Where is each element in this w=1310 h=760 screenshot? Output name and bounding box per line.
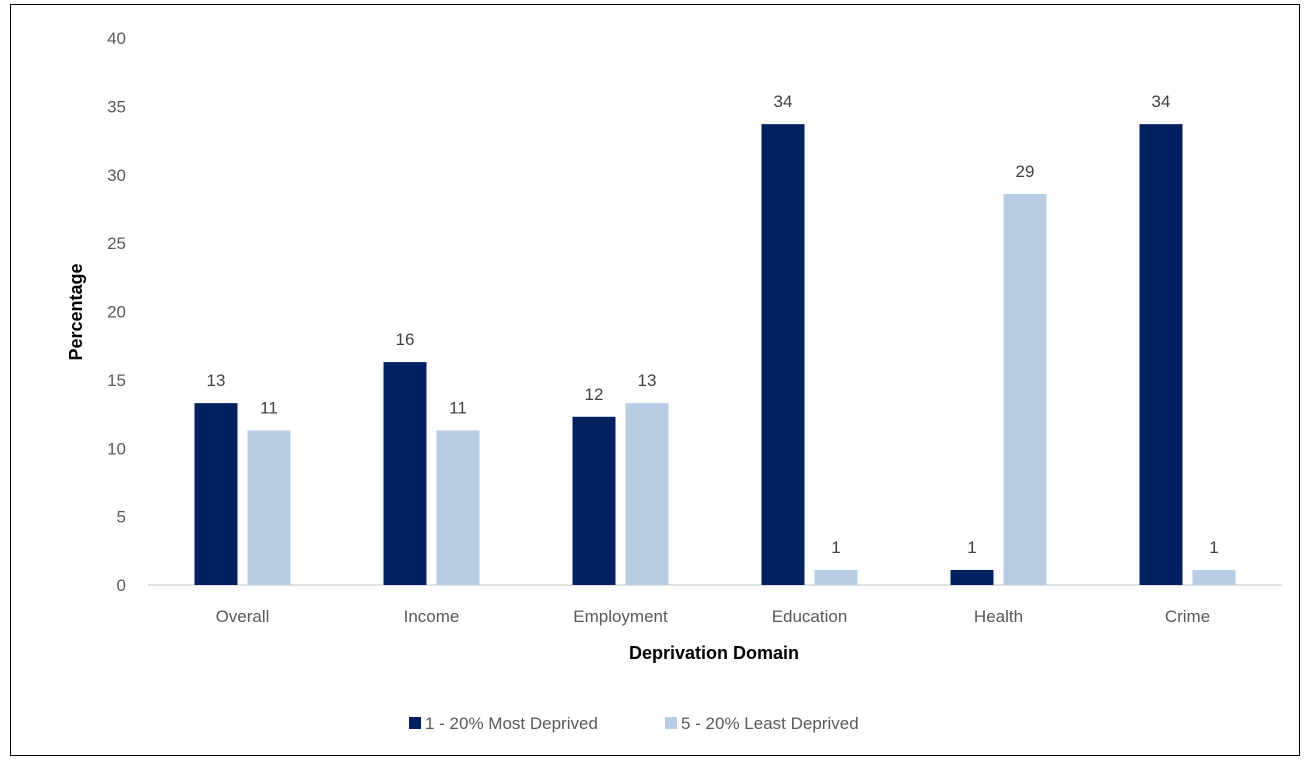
y-tick-label: 25 xyxy=(107,234,126,253)
y-tick-label: 5 xyxy=(117,508,126,527)
y-axis-title: Percentage xyxy=(66,263,86,360)
y-tick-label: 10 xyxy=(107,439,126,458)
y-tick-label: 20 xyxy=(107,303,126,322)
y-tick-label: 0 xyxy=(117,576,126,595)
data-label: 1 xyxy=(967,538,976,557)
bar xyxy=(625,403,669,585)
bar xyxy=(950,569,994,585)
bar xyxy=(194,403,238,585)
y-tick-label: 30 xyxy=(107,166,126,185)
bars xyxy=(194,124,1236,585)
x-tick-label: Crime xyxy=(1165,607,1210,626)
bar xyxy=(1192,569,1236,585)
bar xyxy=(572,416,616,585)
y-tick-label: 40 xyxy=(107,29,126,48)
data-label: 11 xyxy=(260,398,278,417)
y-tick-label: 35 xyxy=(107,97,126,116)
chart-frame xyxy=(10,4,1300,756)
bar xyxy=(1139,124,1183,585)
y-tick-label: 15 xyxy=(107,371,126,390)
bar xyxy=(761,124,805,585)
bar xyxy=(1003,193,1047,585)
legend-label-most-deprived: 1 - 20% Most Deprived xyxy=(425,714,598,733)
legend: 1 - 20% Most Deprived 5 - 20% Least Depr… xyxy=(409,714,859,733)
bar xyxy=(247,430,291,585)
data-label: 12 xyxy=(585,385,604,404)
x-tick-label: Income xyxy=(404,607,460,626)
y-axis-ticks: 0 5 10 15 20 25 30 35 40 xyxy=(107,29,126,595)
data-label: 16 xyxy=(396,330,415,349)
data-label: 29 xyxy=(1016,162,1035,181)
data-label: 34 xyxy=(1152,92,1171,111)
data-label: 13 xyxy=(207,371,226,390)
data-label: 1 xyxy=(1209,538,1218,557)
bar xyxy=(436,430,480,585)
bar xyxy=(383,362,427,585)
x-tick-label: Overall xyxy=(216,607,270,626)
data-label: 11 xyxy=(449,398,467,417)
legend-label-least-deprived: 5 - 20% Least Deprived xyxy=(681,714,859,733)
legend-swatch-most-deprived xyxy=(409,717,421,729)
data-label: 34 xyxy=(774,92,793,111)
legend-swatch-least-deprived xyxy=(665,717,677,729)
bar xyxy=(814,569,858,585)
x-axis-title: Deprivation Domain xyxy=(629,643,799,663)
data-label: 13 xyxy=(638,371,657,390)
x-tick-label: Health xyxy=(974,607,1023,626)
x-tick-label: Education xyxy=(772,607,848,626)
x-tick-label: Employment xyxy=(573,607,668,626)
data-label: 1 xyxy=(831,538,840,557)
x-axis-category-labels: Overall Income Employment Education Health Cr… xyxy=(216,607,1211,626)
